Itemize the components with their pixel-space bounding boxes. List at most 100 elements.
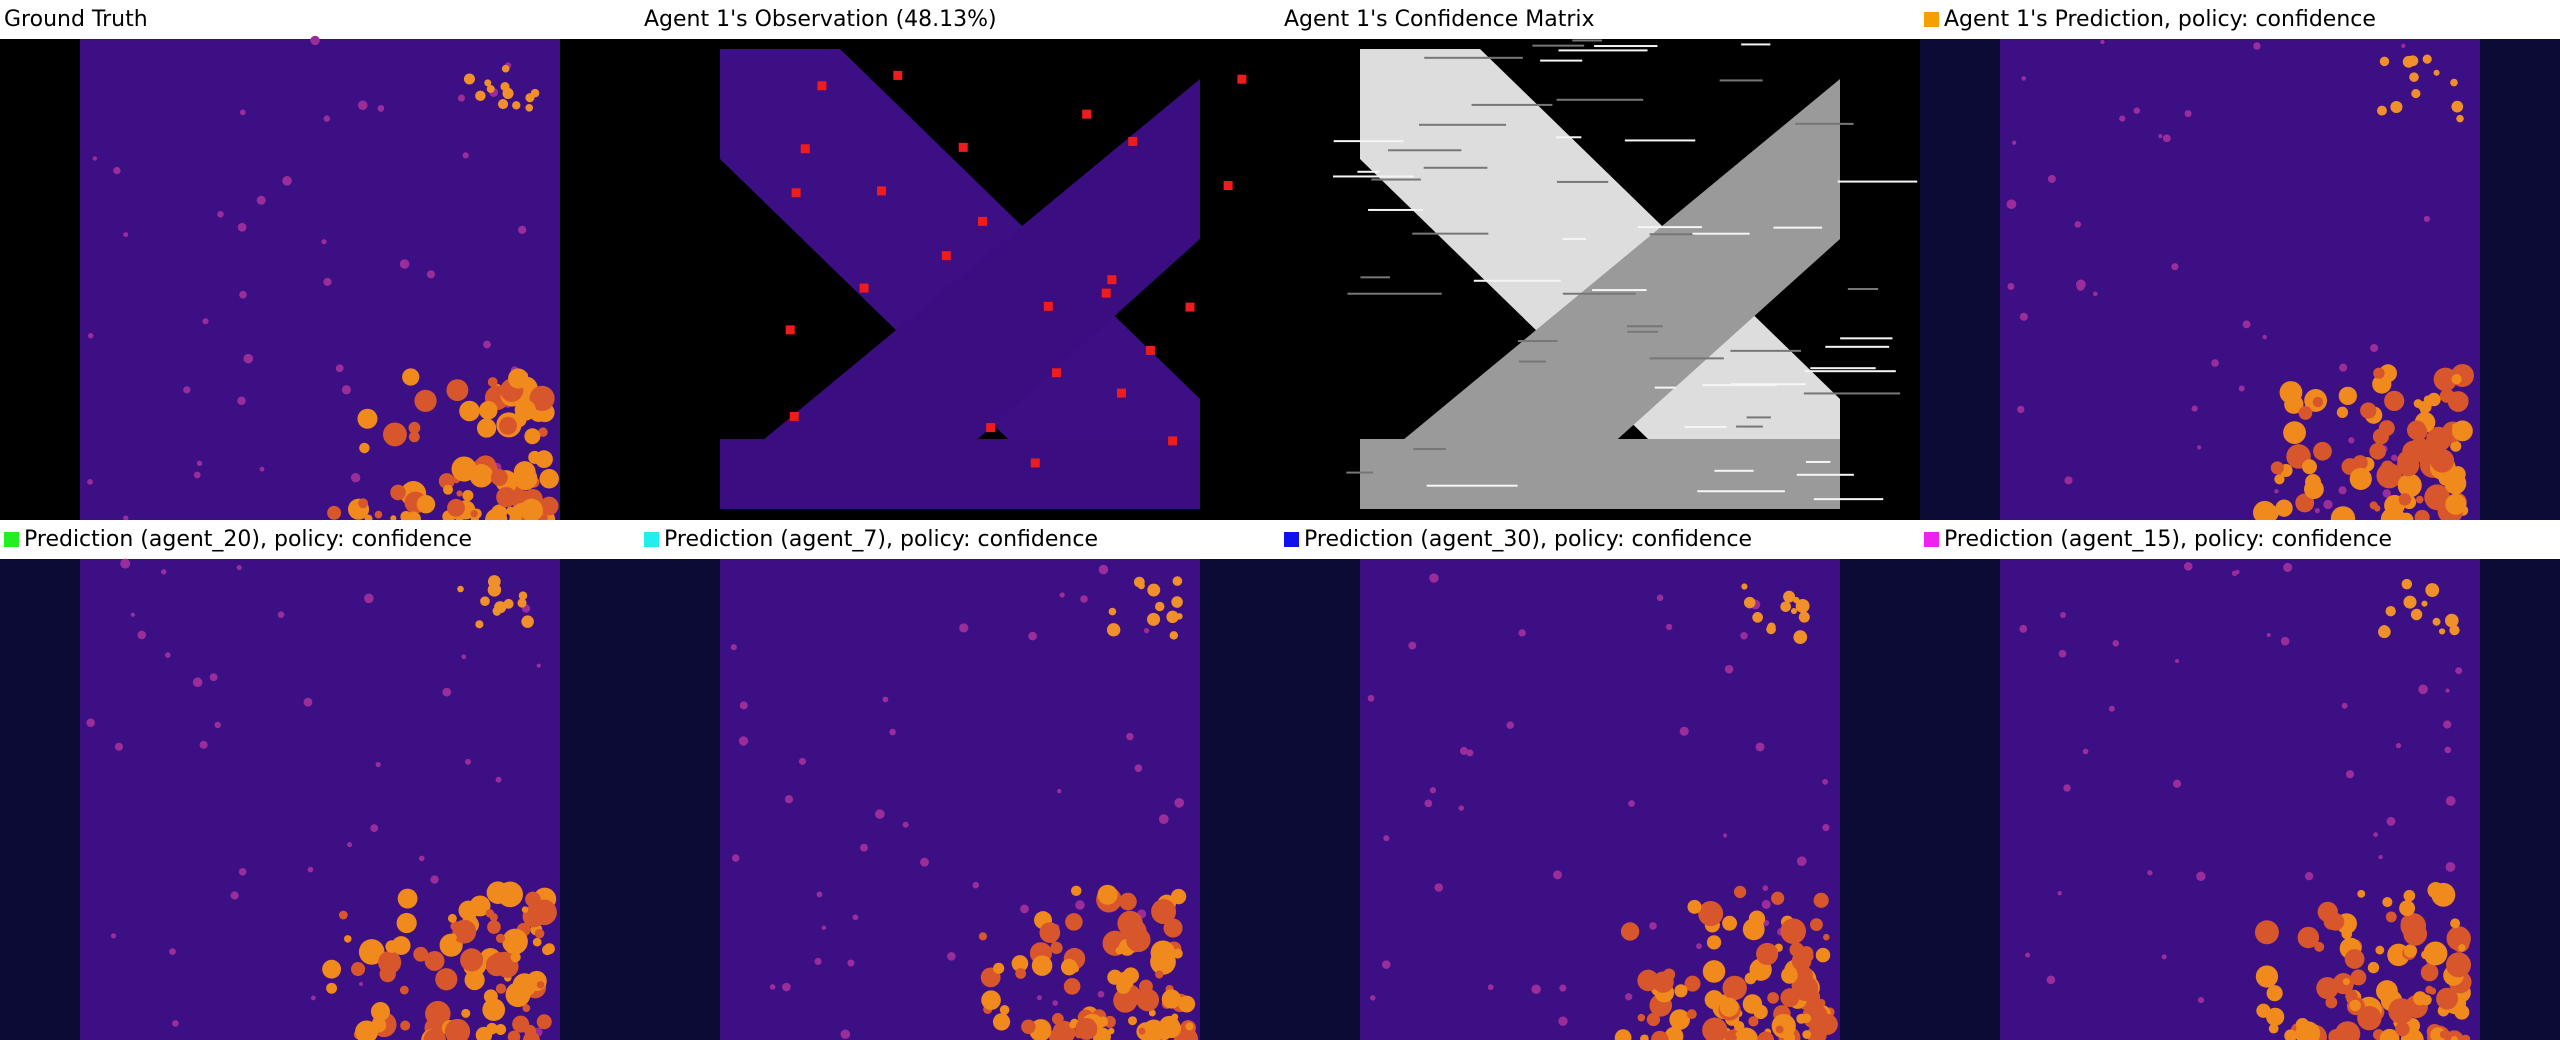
hotspot bbox=[2397, 473, 2422, 498]
hotspot bbox=[2433, 69, 2440, 76]
hotspot bbox=[347, 842, 353, 848]
hotspot bbox=[478, 400, 498, 420]
hotspot bbox=[2450, 440, 2462, 452]
hotspot bbox=[1031, 955, 1053, 976]
hotspot bbox=[2274, 489, 2279, 494]
confidence-streak bbox=[1719, 79, 1763, 82]
hotspot bbox=[2445, 862, 2456, 872]
hotspot bbox=[399, 985, 409, 995]
hotspot bbox=[2266, 985, 2283, 1002]
hotspot bbox=[1172, 948, 1183, 959]
hotspot bbox=[1080, 595, 1088, 603]
hotspot bbox=[2378, 625, 2391, 639]
hotspot bbox=[510, 951, 521, 963]
hotspot bbox=[239, 290, 247, 299]
hotspot bbox=[2446, 926, 2471, 951]
hotspot bbox=[2413, 399, 2423, 408]
hotspot bbox=[2147, 870, 2153, 876]
hotspot bbox=[465, 758, 471, 765]
confidence-streak bbox=[1825, 345, 1890, 348]
hotspot bbox=[2423, 215, 2431, 223]
hotspot bbox=[399, 259, 410, 269]
hotspot bbox=[2019, 624, 2028, 633]
hotspot bbox=[2395, 1021, 2410, 1037]
hotspot bbox=[444, 1018, 471, 1040]
agent-marker bbox=[817, 81, 827, 91]
hotspot bbox=[1458, 805, 1465, 811]
hotspot bbox=[539, 496, 559, 516]
panel: Prediction (agent_15), policy: confidenc… bbox=[1920, 520, 2560, 1040]
hotspot bbox=[303, 697, 313, 707]
hotspot bbox=[1757, 1031, 1775, 1040]
hotspot bbox=[1065, 913, 1083, 931]
hotspot bbox=[495, 776, 502, 783]
hotspot bbox=[470, 509, 478, 518]
band bbox=[740, 79, 1200, 509]
hotspot bbox=[2297, 926, 2320, 949]
hotspot bbox=[501, 64, 510, 73]
hotspot bbox=[2451, 374, 2462, 385]
hotspot bbox=[534, 928, 545, 939]
hotspot bbox=[2304, 479, 2324, 500]
heatmap bbox=[80, 39, 560, 520]
hotspot bbox=[418, 855, 425, 862]
hotspot bbox=[738, 736, 749, 746]
hotspot bbox=[1753, 1004, 1768, 1020]
hotspot bbox=[438, 473, 455, 490]
hotspot bbox=[1429, 573, 1439, 583]
hotspot bbox=[2443, 720, 2452, 729]
side-strip bbox=[560, 559, 640, 1040]
agent-marker bbox=[941, 251, 951, 261]
hotspot bbox=[2350, 969, 2367, 986]
confidence-streak bbox=[1746, 416, 1771, 419]
side-strip bbox=[1200, 559, 1280, 1040]
hotspot bbox=[452, 919, 477, 944]
hotspot bbox=[536, 1014, 552, 1030]
hotspot bbox=[1674, 984, 1688, 998]
legend-swatch bbox=[4, 532, 19, 547]
hotspot bbox=[1743, 596, 1756, 609]
hotspot bbox=[344, 935, 352, 943]
hotspot bbox=[2379, 1028, 2400, 1040]
hotspot bbox=[1722, 975, 1747, 1001]
confidence-streak bbox=[1637, 226, 1702, 229]
hotspot bbox=[1151, 899, 1177, 925]
hotspot bbox=[2423, 941, 2448, 966]
hotspot bbox=[730, 644, 737, 651]
hotspot bbox=[2196, 871, 2206, 881]
hotspot bbox=[1166, 610, 1179, 624]
hotspot bbox=[2274, 474, 2285, 485]
hotspot bbox=[769, 984, 776, 990]
hotspot bbox=[543, 943, 555, 955]
hotspot bbox=[2021, 76, 2026, 81]
hotspot bbox=[256, 195, 266, 205]
confidence-streak bbox=[1371, 178, 1421, 181]
hotspot bbox=[1161, 989, 1182, 1009]
hotspot bbox=[993, 962, 1005, 974]
hotspot bbox=[1755, 742, 1765, 752]
hotspot bbox=[370, 1002, 390, 1022]
agent-marker bbox=[1185, 302, 1195, 312]
hotspot bbox=[1113, 988, 1138, 1013]
hotspot bbox=[2211, 359, 2219, 367]
hotspot bbox=[199, 740, 208, 749]
hotspot bbox=[1780, 918, 1806, 944]
confidence-streak bbox=[1805, 460, 1831, 463]
hotspot bbox=[2057, 890, 2062, 896]
hotspot bbox=[1816, 1013, 1838, 1035]
hotspot bbox=[110, 933, 117, 939]
confidence-streak bbox=[1419, 123, 1507, 126]
hotspot bbox=[2295, 1021, 2321, 1040]
hotspot bbox=[2445, 688, 2450, 693]
hotspot bbox=[739, 701, 748, 710]
panel: Prediction (agent_30), policy: confidenc… bbox=[1280, 520, 1920, 1040]
hotspot bbox=[2403, 944, 2418, 958]
hotspot bbox=[402, 368, 420, 386]
confidence-streak bbox=[1736, 425, 1763, 428]
hotspot bbox=[487, 377, 498, 387]
hotspot bbox=[1097, 884, 1118, 905]
hotspot bbox=[1702, 960, 1726, 983]
hotspot bbox=[396, 912, 417, 934]
hotspot bbox=[1748, 1016, 1759, 1027]
hotspot bbox=[2444, 746, 2452, 754]
